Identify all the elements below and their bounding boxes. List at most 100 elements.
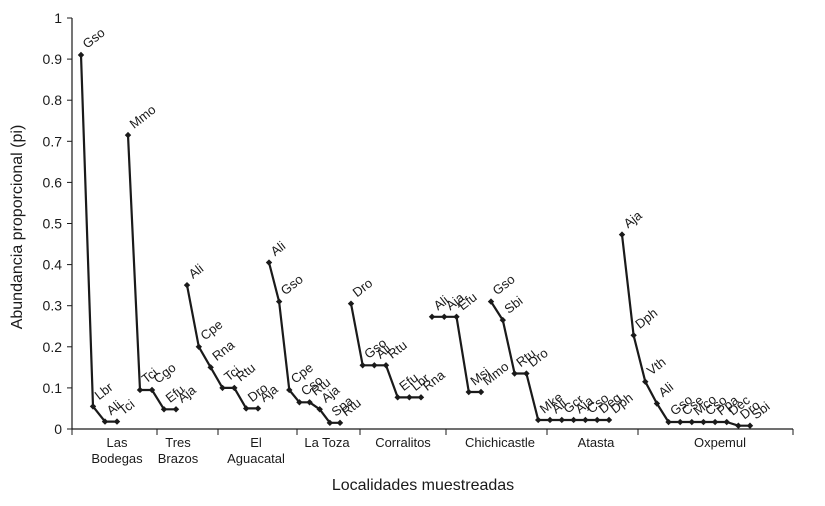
data-point-label: Rna — [209, 337, 238, 364]
data-point — [630, 332, 637, 339]
data-point — [746, 422, 754, 429]
data-point — [316, 406, 323, 413]
y-tick-label: 0.1 — [43, 380, 63, 396]
data-point — [265, 259, 273, 266]
y-tick-label: 0.5 — [43, 216, 63, 232]
data-point — [688, 418, 696, 426]
data-point — [242, 405, 250, 412]
data-point — [275, 298, 283, 305]
x-category-label: Atasta — [578, 435, 616, 450]
data-point — [558, 416, 565, 424]
data-point — [394, 394, 401, 401]
data-point — [535, 416, 542, 424]
data-point — [594, 416, 601, 424]
data-point — [336, 419, 344, 427]
y-tick-label: 0.6 — [43, 174, 63, 190]
y-tick-label: 0.9 — [43, 51, 63, 67]
data-point — [101, 418, 109, 425]
data-point — [89, 403, 97, 410]
data-point — [735, 422, 742, 429]
data-point — [347, 300, 355, 307]
data-point — [296, 399, 303, 406]
data-point — [546, 416, 554, 424]
data-point-label: Ali — [656, 379, 677, 400]
y-tick-label: 0.7 — [43, 133, 63, 149]
x-category-label: Corralitos — [375, 435, 431, 450]
data-point — [653, 400, 661, 407]
y-tick-label: 0.8 — [43, 92, 63, 108]
data-point-label: Ali — [186, 261, 207, 282]
data-point-label: Rtu — [233, 360, 258, 384]
data-point — [254, 405, 262, 412]
y-tick-label: 0 — [54, 421, 62, 437]
data-point-label: Sbi — [501, 293, 525, 316]
series-line — [79, 54, 117, 423]
data-point — [306, 399, 313, 406]
data-point — [406, 394, 413, 401]
data-point — [453, 313, 460, 320]
x-axis: Las Bodegas Tres Brazos El Aguacatal La Toza Co… — [71, 428, 794, 466]
data-point — [582, 416, 589, 424]
data-point — [723, 418, 730, 426]
x-category-label: La Toza — [304, 435, 350, 450]
data-point-label: Gso — [490, 271, 518, 297]
data-point — [511, 370, 518, 377]
data-point-label: Rtu — [385, 337, 410, 361]
data-point — [465, 388, 472, 396]
data-point-label: Ali — [268, 238, 289, 259]
data-point — [665, 418, 672, 426]
data-point — [172, 406, 180, 413]
data-point — [286, 386, 293, 394]
x-category-label: El Aguacatal — [227, 435, 285, 466]
data-point — [487, 298, 495, 305]
data-point — [207, 364, 214, 371]
data-point-label: Mmo — [127, 102, 159, 132]
data-point — [417, 394, 425, 401]
data-point-label: Aja — [621, 207, 646, 231]
data-point-label: Tci — [116, 396, 138, 418]
data-point — [711, 418, 719, 426]
data-point — [231, 384, 238, 392]
series-line — [267, 262, 340, 424]
data-point — [523, 370, 530, 377]
y-tick-label: 0.3 — [43, 298, 63, 314]
data-point — [160, 406, 168, 413]
data-point — [195, 343, 203, 350]
x-category-label: Chichicastle — [465, 435, 535, 450]
data-point — [382, 362, 390, 369]
data-point — [605, 416, 613, 424]
data-point — [326, 419, 334, 427]
data-point — [676, 418, 684, 426]
data-point-label: Gso — [278, 271, 306, 297]
x-category-label: Oxpemul — [694, 435, 746, 450]
data-point-label: Cpe — [197, 317, 225, 344]
data-point-label: Cgo — [151, 360, 179, 387]
data-point — [618, 231, 626, 238]
data-point — [477, 388, 485, 396]
data-point — [219, 384, 226, 392]
data-point-label: Rna — [420, 367, 449, 394]
y-tick-label: 0.2 — [43, 339, 63, 355]
data-point — [136, 386, 144, 394]
y-axis-title: Abundancia proporcional (pi) — [9, 125, 26, 330]
data-point — [113, 418, 121, 425]
y-tick-label: 1 — [54, 10, 62, 26]
data-point — [371, 362, 378, 369]
data-point — [183, 281, 191, 289]
data-point-label: Dro — [350, 275, 376, 300]
data-point-label: Vth — [644, 354, 669, 378]
data-point — [77, 51, 85, 59]
data-point — [428, 313, 436, 320]
data-point-label: Gso — [80, 25, 108, 51]
data-point — [148, 386, 156, 394]
data-point — [359, 362, 366, 369]
data-point — [700, 418, 707, 426]
data-point — [441, 313, 448, 320]
y-tick-label: 0.4 — [43, 257, 63, 273]
